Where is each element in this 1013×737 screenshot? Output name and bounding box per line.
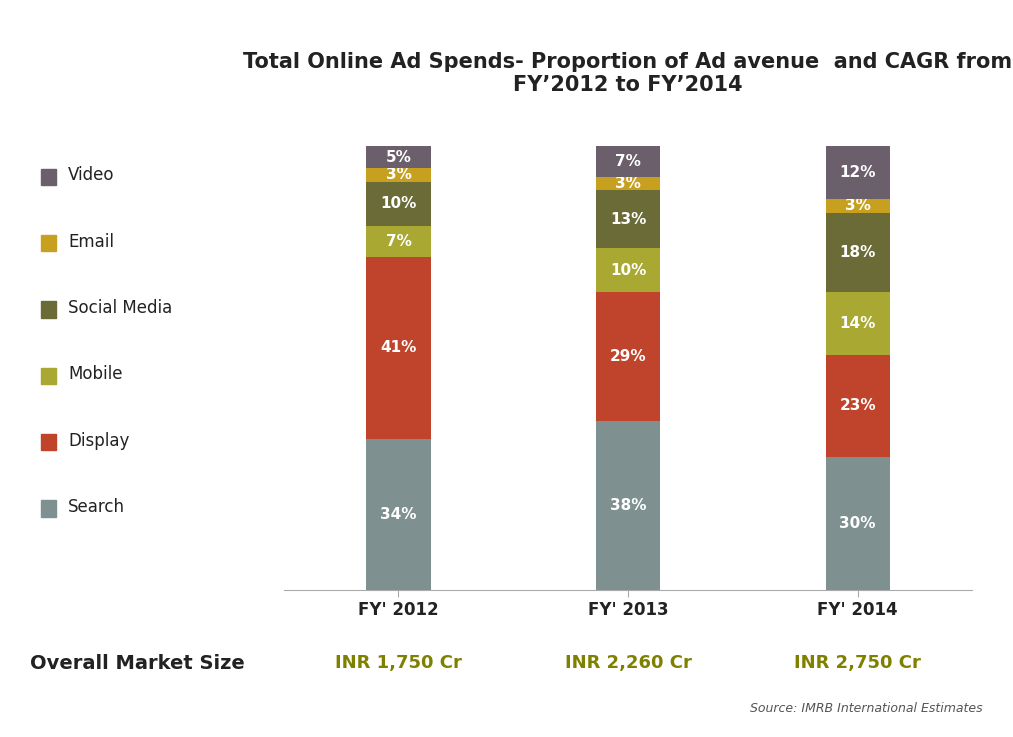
Bar: [596, 177, 660, 190]
Bar: [596, 421, 660, 590]
Bar: [367, 181, 431, 226]
Bar: [596, 248, 660, 293]
Text: 12%: 12%: [840, 165, 876, 180]
Text: 30%: 30%: [840, 516, 876, 531]
Text: Display: Display: [68, 432, 130, 450]
Text: 3%: 3%: [386, 167, 411, 182]
Text: Search: Search: [68, 498, 126, 516]
Bar: [596, 293, 660, 421]
Bar: [826, 354, 889, 456]
Text: 13%: 13%: [610, 212, 646, 227]
Bar: [367, 168, 431, 181]
Text: 7%: 7%: [615, 154, 641, 169]
Text: Video: Video: [68, 167, 114, 184]
Text: INR 1,750 Cr: INR 1,750 Cr: [335, 654, 462, 672]
Text: 34%: 34%: [380, 507, 416, 522]
Text: 14%: 14%: [840, 316, 876, 331]
Text: 23%: 23%: [840, 398, 876, 413]
Text: 18%: 18%: [840, 245, 876, 260]
Text: Source: IMRB International Estimates: Source: IMRB International Estimates: [750, 702, 983, 715]
Bar: [826, 293, 889, 354]
Bar: [596, 190, 660, 248]
Text: 10%: 10%: [380, 196, 416, 212]
Text: 3%: 3%: [615, 176, 641, 191]
Text: Email: Email: [68, 233, 114, 251]
Text: INR 2,260 Cr: INR 2,260 Cr: [564, 654, 692, 672]
Text: 38%: 38%: [610, 497, 646, 513]
Text: 5%: 5%: [386, 150, 411, 164]
Text: INR 2,750 Cr: INR 2,750 Cr: [794, 654, 921, 672]
Bar: [826, 146, 889, 199]
Bar: [826, 199, 889, 212]
Bar: [367, 226, 431, 257]
Bar: [367, 146, 431, 168]
Bar: [367, 257, 431, 439]
Text: 29%: 29%: [610, 349, 646, 364]
Text: 7%: 7%: [386, 234, 411, 249]
Bar: [826, 212, 889, 293]
Bar: [367, 439, 431, 590]
Text: 10%: 10%: [610, 262, 646, 278]
Text: Social Media: Social Media: [68, 299, 172, 317]
Text: 41%: 41%: [380, 340, 416, 355]
Text: Overall Market Size: Overall Market Size: [30, 654, 245, 673]
Bar: [596, 146, 660, 177]
Text: 3%: 3%: [845, 198, 870, 214]
Text: Mobile: Mobile: [68, 366, 123, 383]
Text: Total Online Ad Spends- Proportion of Ad avenue  and CAGR from
FY’2012 to FY’201: Total Online Ad Spends- Proportion of Ad…: [243, 52, 1013, 95]
Bar: [826, 456, 889, 590]
